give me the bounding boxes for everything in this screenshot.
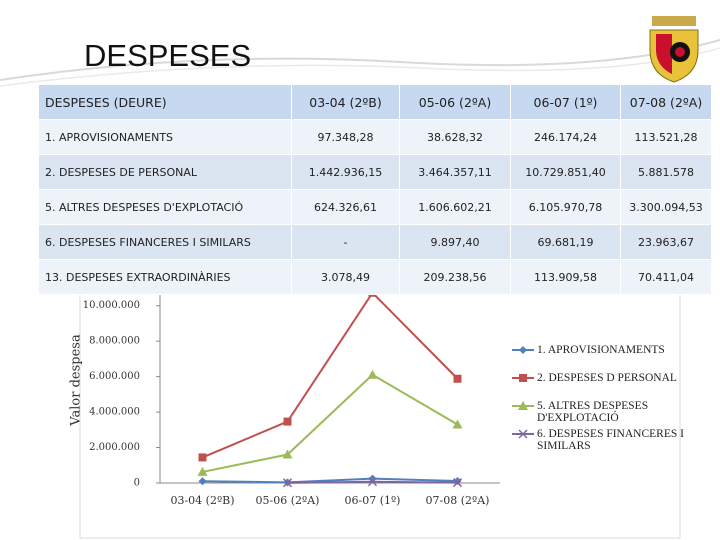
table-cell: 3.300.094,53: [620, 189, 712, 225]
table-cell: 69.681,19: [510, 224, 621, 260]
table-row: DESPESES (DEURE) 03-04 (2ºB) 05-06 (2ºA) 06…: [38, 84, 712, 120]
table-cell: 1. APROVISIONAMENTS: [38, 119, 292, 155]
table-cell: 23.963,67: [620, 224, 712, 260]
y-tick-label: 0: [134, 478, 140, 489]
y-tick-label: 4.000.000: [89, 407, 140, 418]
table-cell: 113.909,58: [510, 259, 621, 295]
table-cell: 113.521,28: [620, 119, 712, 155]
x-tick-label: 06-07 (1º): [345, 494, 401, 507]
data-table: DESPESES (DEURE) 03-04 (2ºB) 05-06 (2ºA) 06…: [38, 84, 712, 295]
logo: [649, 16, 699, 83]
table-row: 6. DESPESES FINANCERES I SIMILARS -9.897,…: [38, 224, 712, 260]
point: [198, 477, 207, 486]
table-cell: 6. DESPESES FINANCERES I SIMILARS: [38, 224, 292, 260]
point: [282, 449, 293, 459]
table-row: 13. DESPESES EXTRAORDINÀRIES 3.078,49 209.…: [38, 259, 712, 295]
point: [518, 401, 528, 410]
table-cell: 03-04 (2ºB): [291, 84, 400, 120]
legend-label: 6. DESPESES FINANCERES I SIMILARS: [537, 428, 684, 452]
table-cell: 5.881.578: [620, 154, 712, 190]
table-cell: DESPESES (DEURE): [38, 84, 292, 120]
decoration: [0, 47, 720, 87]
table-cell: 2. DESPESES DE PERSONAL: [38, 154, 292, 190]
table-cell: 209.238,56: [399, 259, 511, 295]
table-row: 5. ALTRES DESPESES D'EXPLOTACIÓ 624.326,6…: [38, 189, 712, 225]
point: [198, 453, 207, 462]
table-cell: 97.348,28: [291, 119, 400, 155]
x-tick-label: 05-06 (2ºA): [256, 494, 320, 507]
table-row: 1. APROVISIONAMENTS 97.348,28 38.628,32 246…: [38, 119, 712, 155]
table-cell: 624.326,61: [291, 189, 400, 225]
y-tick-label: 2.000.000: [89, 442, 140, 453]
table-cell: -: [291, 224, 400, 260]
x-tick-label: 07-08 (2ºA): [426, 494, 490, 507]
point: [453, 374, 462, 383]
y-tick-label: 8.000.000: [89, 336, 140, 347]
series-line: [202, 477, 458, 484]
y-tick-label: 6.000.000: [89, 371, 140, 382]
legend-label: 5. ALTRES DESPESES D'EXPLOTACIÓ: [537, 400, 649, 424]
table-cell: 06-07 (1º): [510, 84, 621, 120]
legend-label: 1. APROVISIONAMENTS: [537, 344, 665, 356]
point: [367, 369, 378, 379]
point: [283, 417, 292, 426]
point: [519, 346, 527, 354]
point: [452, 419, 463, 429]
table-cell: 70.411,04: [620, 259, 712, 295]
point: [453, 476, 462, 485]
table-cell: 246.174,24: [510, 119, 621, 155]
table-cell: 07-08 (2ºA): [620, 84, 712, 120]
slide-title: DESPESES: [84, 38, 252, 73]
point: [518, 429, 528, 439]
x-tick-label: 03-04 (2ºB): [170, 494, 234, 507]
table-cell: 10.729.851,40: [510, 154, 621, 190]
legend-label: 2. DESPESES D PERSONAL: [537, 372, 677, 384]
table-row: 2. DESPESES DE PERSONAL 1.442.936,15 3.464…: [38, 154, 712, 190]
table-cell: 6.105.970,78: [510, 189, 621, 225]
table-cell: 13. DESPESES EXTRAORDINÀRIES: [38, 259, 292, 295]
table-cell: 9.897,40: [399, 224, 511, 260]
y-tick-label: 10.000.000: [83, 300, 140, 311]
series-line: [202, 291, 459, 459]
table-cell: 3.464.357,11: [399, 154, 511, 190]
table-cell: 3.078,49: [291, 259, 400, 295]
decoration: [0, 39, 720, 81]
point: [282, 478, 293, 488]
y-axis-label: Valor despesa: [69, 334, 84, 427]
table-cell: 1.442.936,15: [291, 154, 400, 190]
table-cell: 38.628,32: [399, 119, 511, 155]
point: [197, 466, 208, 476]
table-cell: 5. ALTRES DESPESES D'EXPLOTACIÓ: [38, 189, 292, 225]
point: [452, 478, 463, 488]
series-line: [202, 373, 459, 473]
point: [367, 477, 378, 487]
point: [519, 374, 527, 382]
table-cell: 05-06 (2ºA): [399, 84, 511, 120]
table-cell: 1.606.602,21: [399, 189, 511, 225]
